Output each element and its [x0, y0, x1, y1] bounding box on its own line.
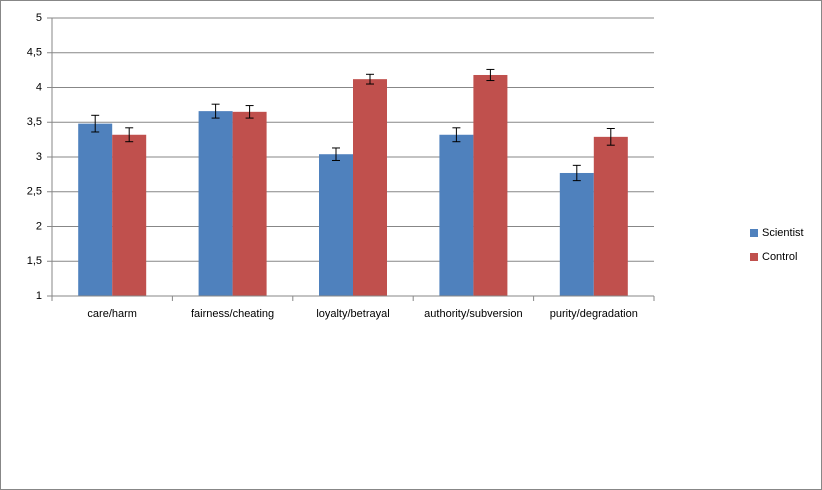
x-tick-label: authority/subversion — [424, 308, 522, 320]
x-tick-label: purity/degradation — [550, 308, 638, 320]
bar — [232, 111, 267, 296]
error-bar — [486, 68, 495, 82]
error-bar — [211, 103, 220, 119]
y-tick-label: 5 — [36, 12, 42, 24]
y-tick-label: 4,5 — [27, 47, 42, 59]
bar — [439, 134, 474, 296]
y-tick-label: 1,5 — [27, 255, 42, 267]
error-bar — [125, 127, 134, 143]
y-tick-label: 2,5 — [27, 186, 42, 198]
bar — [353, 79, 387, 296]
y-tick-label: 3,5 — [27, 116, 42, 128]
y-tick-label: 2 — [36, 220, 42, 232]
error-bar — [452, 127, 461, 143]
y-tick-label: 3 — [36, 151, 42, 163]
error-bar — [91, 114, 100, 133]
bar — [559, 172, 594, 296]
x-tick-label: care/harm — [87, 308, 137, 320]
bar — [78, 123, 113, 296]
x-tick-label: loyalty/betrayal — [316, 308, 389, 320]
error-bar — [572, 164, 581, 182]
bar — [198, 111, 233, 296]
error-bar — [606, 128, 615, 146]
legend-label: Control — [762, 251, 797, 263]
legend-swatch — [750, 229, 758, 237]
x-tick-label: fairness/cheating — [191, 308, 274, 320]
error-bar — [332, 147, 340, 161]
bar — [112, 134, 147, 296]
y-tick-label: 4 — [36, 81, 42, 93]
bar — [319, 154, 353, 296]
y-tick-label: 1 — [36, 290, 42, 302]
legend-swatch — [750, 253, 758, 261]
error-bar — [245, 105, 254, 119]
legend-label: Scientist — [762, 227, 804, 239]
bar — [593, 136, 628, 296]
error-bar — [366, 73, 374, 85]
bar — [473, 74, 508, 297]
